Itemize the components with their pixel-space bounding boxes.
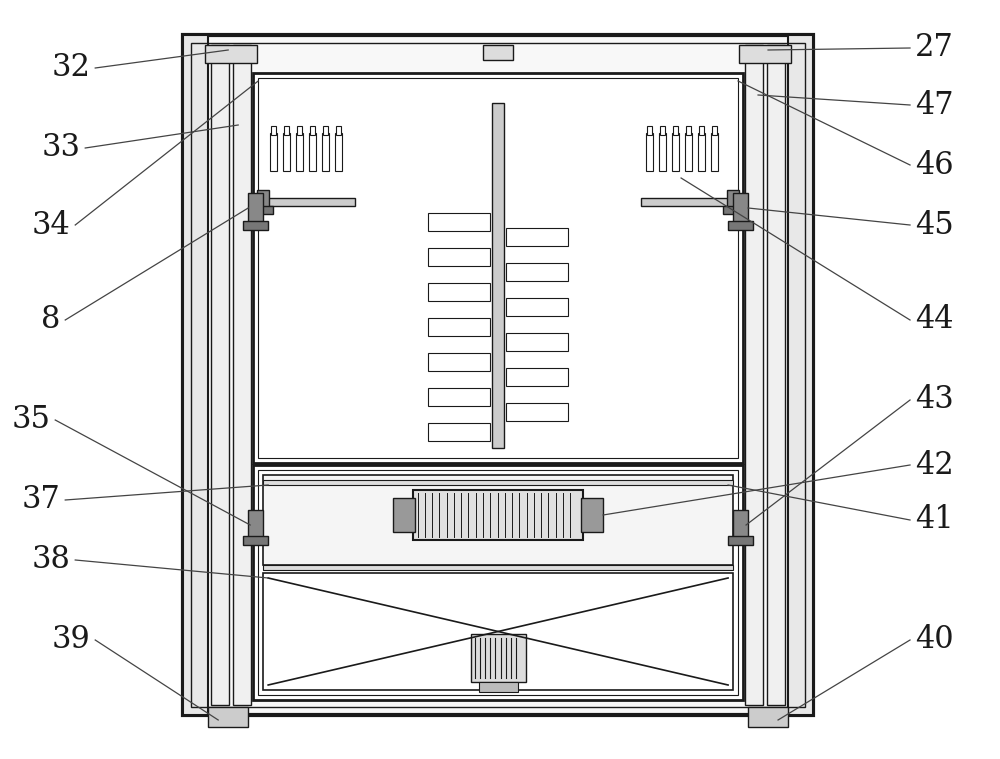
Bar xyxy=(263,475,733,565)
Bar xyxy=(641,198,731,206)
Bar xyxy=(581,498,603,532)
Bar xyxy=(263,480,733,485)
Bar xyxy=(243,221,268,230)
Bar xyxy=(646,133,653,171)
Bar xyxy=(263,565,733,570)
Bar xyxy=(728,536,753,545)
Bar xyxy=(243,536,268,545)
Bar xyxy=(506,263,568,281)
Bar xyxy=(258,470,738,695)
Text: 40: 40 xyxy=(915,625,954,656)
Bar xyxy=(393,498,415,532)
Text: 45: 45 xyxy=(915,209,954,241)
Bar xyxy=(253,465,743,700)
Bar xyxy=(253,206,273,214)
Bar xyxy=(428,318,490,336)
Bar xyxy=(712,126,717,135)
Text: 37: 37 xyxy=(21,484,60,515)
Bar xyxy=(323,126,328,135)
Bar xyxy=(647,126,652,135)
Bar xyxy=(233,45,251,705)
Bar xyxy=(733,193,748,223)
Bar xyxy=(413,490,583,540)
Bar xyxy=(428,213,490,231)
Bar xyxy=(183,35,208,715)
Bar xyxy=(685,133,692,171)
Bar xyxy=(309,133,316,171)
Text: 43: 43 xyxy=(915,385,954,415)
Bar xyxy=(322,133,329,171)
Bar xyxy=(428,248,490,266)
Bar xyxy=(492,103,504,448)
Bar xyxy=(211,45,229,705)
Bar xyxy=(248,193,263,223)
Bar xyxy=(727,190,739,212)
Bar xyxy=(284,126,289,135)
Text: 38: 38 xyxy=(31,544,70,575)
Bar xyxy=(659,133,666,171)
Bar xyxy=(672,133,679,171)
Bar xyxy=(263,573,733,690)
Bar xyxy=(208,707,248,727)
Bar xyxy=(428,353,490,371)
Bar xyxy=(699,126,704,135)
Bar xyxy=(335,133,342,171)
Bar xyxy=(310,126,315,135)
Text: 44: 44 xyxy=(915,304,954,335)
Text: 46: 46 xyxy=(915,150,954,181)
Bar xyxy=(428,423,490,441)
Bar xyxy=(479,682,518,692)
Bar xyxy=(191,43,805,707)
Bar xyxy=(248,510,263,540)
Bar xyxy=(257,190,269,212)
Bar xyxy=(296,133,303,171)
Bar xyxy=(483,45,513,60)
Bar xyxy=(506,298,568,316)
Bar xyxy=(428,283,490,301)
Bar xyxy=(723,206,743,214)
Bar xyxy=(506,403,568,421)
Bar xyxy=(271,126,276,135)
Bar xyxy=(471,634,526,682)
Bar xyxy=(506,333,568,351)
Bar xyxy=(428,388,490,406)
Text: 47: 47 xyxy=(915,90,954,121)
Bar xyxy=(336,126,341,135)
Bar xyxy=(698,133,705,171)
Bar xyxy=(748,707,788,727)
Bar xyxy=(270,133,277,171)
Bar xyxy=(711,133,718,171)
Text: 42: 42 xyxy=(915,449,954,480)
Text: 8: 8 xyxy=(41,304,60,335)
Text: 35: 35 xyxy=(11,405,50,436)
Bar xyxy=(788,35,813,715)
Bar xyxy=(506,368,568,386)
Text: 32: 32 xyxy=(51,52,90,83)
Bar xyxy=(728,221,753,230)
Text: 27: 27 xyxy=(915,33,954,64)
Bar xyxy=(258,78,738,458)
Bar xyxy=(739,45,791,63)
Bar xyxy=(253,73,743,463)
Bar xyxy=(265,198,355,206)
Bar xyxy=(506,228,568,246)
Bar xyxy=(767,45,785,705)
Bar xyxy=(183,35,813,715)
Text: 41: 41 xyxy=(915,505,954,536)
Bar xyxy=(283,133,290,171)
Bar xyxy=(660,126,665,135)
Text: 34: 34 xyxy=(31,209,70,241)
Bar xyxy=(673,126,678,135)
Bar xyxy=(745,45,763,705)
Text: 39: 39 xyxy=(51,625,90,656)
Bar xyxy=(297,126,302,135)
Bar xyxy=(205,45,257,63)
Text: 33: 33 xyxy=(41,133,80,163)
Bar xyxy=(733,510,748,540)
Bar xyxy=(686,126,691,135)
